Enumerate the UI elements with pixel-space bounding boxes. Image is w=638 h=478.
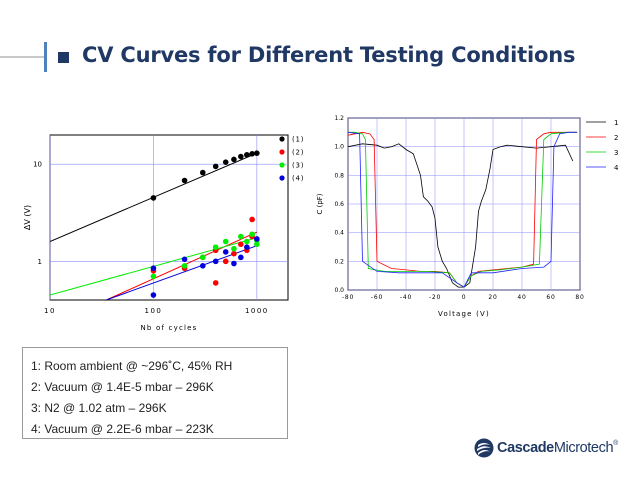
- y-tick-label: 10: [33, 161, 42, 169]
- title-bullet-icon: [58, 52, 69, 63]
- data-point: [150, 273, 157, 280]
- conditions-legend-box: 1: Room ambient @ ~296˚C, 45% RH 2: Vacu…: [22, 347, 288, 439]
- data-point: [150, 292, 157, 298]
- data-point: [238, 241, 244, 248]
- data-point: [212, 258, 219, 265]
- data-point: [199, 169, 206, 176]
- x-tick-label: 40: [517, 294, 526, 301]
- data-point: [212, 163, 219, 170]
- cv-series-1: [348, 143, 574, 288]
- data-point: [244, 238, 250, 245]
- legend-marker: [279, 175, 285, 181]
- cascade-microtech-logo: CascadeMicrotech®: [474, 438, 618, 458]
- y-tick-label: 1: [38, 258, 42, 266]
- y-tick-label: 1.0: [334, 144, 344, 151]
- data-point: [199, 262, 206, 269]
- y-tick-label: 0.6: [334, 201, 344, 208]
- condition-2-label: 2: Vacuum @ 1.4E-5 mbar – 296K: [31, 380, 214, 394]
- data-point: [244, 152, 250, 158]
- legend-marker: [279, 149, 285, 155]
- plot-frame: [49, 134, 289, 301]
- y-tick-label: 0.8: [334, 172, 344, 179]
- legend-label: 1: [614, 119, 618, 127]
- data-point: [249, 216, 255, 223]
- legend-marker: [279, 162, 285, 168]
- data-point: [249, 151, 255, 157]
- x-tick-label: 0: [462, 294, 467, 301]
- data-point: [150, 195, 157, 201]
- logo-bold-part: Cascade: [497, 440, 554, 456]
- data-point: [222, 258, 229, 265]
- data-point: [254, 150, 260, 156]
- logo-wordmark: CascadeMicrotech®: [497, 440, 618, 456]
- title-accent-bar: [44, 42, 47, 72]
- x-tick-label: 80: [575, 294, 584, 301]
- x-tick-label: -40: [400, 294, 412, 301]
- data-point: [231, 245, 237, 252]
- data-point: [231, 260, 237, 267]
- data-point: [238, 233, 244, 240]
- slide-title: CV Curves for Different Testing Conditio…: [82, 43, 576, 67]
- logo-registered-mark: ®: [613, 440, 618, 447]
- data-point: [222, 159, 229, 165]
- y-tick-label: 0.4: [334, 230, 344, 237]
- y-tick-label: 1.2: [334, 115, 344, 122]
- delta-v-vs-cycles-chart: 10 100 1000 1 10 (1) (2) (3) (4) Nb of cycles ΔV (…: [23, 134, 304, 332]
- title-rule: [0, 56, 44, 58]
- y-axis-label: ΔV (V): [23, 205, 32, 230]
- y-tick-label: 0.0: [334, 287, 344, 294]
- logo-regular-part: Microtech: [553, 440, 614, 456]
- x-tick-label: 60: [546, 294, 555, 301]
- cascade-swirl-icon: [474, 438, 494, 458]
- data-point: [181, 256, 188, 263]
- legend-label: 3: [614, 149, 618, 157]
- x-tick-label: -20: [429, 294, 441, 301]
- legend-label: (4): [292, 175, 304, 183]
- y-axis-label: C (pF): [316, 193, 324, 214]
- legend-label: (2): [292, 149, 304, 157]
- data-point: [150, 265, 157, 272]
- x-tick-label: 10: [44, 307, 56, 315]
- x-tick-label: -80: [342, 294, 354, 301]
- plot-content: [348, 131, 578, 288]
- x-tick-label: 20: [488, 294, 497, 301]
- x-tick-label: -60: [371, 294, 383, 301]
- legend-label: 4: [614, 164, 619, 172]
- data-point: [254, 241, 260, 248]
- x-axis-label: Nb of cycles: [140, 324, 197, 332]
- x-axis-label: Voltage (V): [438, 310, 490, 318]
- data-point: [231, 156, 237, 163]
- cv-curves-chart: -80 -60 -40 -20 0 20 40 60 80 0.0 0.2 0.4 0.6 0.8 1.0 1…: [316, 115, 619, 318]
- legend-label: 2: [614, 134, 618, 142]
- data-point: [222, 238, 229, 245]
- y-tick-label: 0.2: [334, 258, 344, 265]
- data-point: [222, 249, 229, 255]
- condition-3-label: 3: N2 @ 1.02 atm – 296K: [31, 401, 167, 415]
- condition-1-label: 1: Room ambient @ ~296˚C, 45% RH: [31, 359, 233, 373]
- data-point: [181, 262, 188, 269]
- data-point: [199, 254, 206, 261]
- condition-4-label: 4: Vacuum @ 2.2E-6 mbar – 223K: [31, 422, 214, 436]
- data-point: [181, 177, 188, 184]
- x-tick-label: 1000: [245, 307, 269, 315]
- plot-content: [50, 150, 260, 300]
- data-point: [254, 236, 260, 242]
- legend-marker: [279, 136, 285, 142]
- data-point: [244, 244, 250, 250]
- data-point: [212, 280, 219, 286]
- cv-series-4: [348, 131, 578, 288]
- data-point: [249, 231, 255, 238]
- data-point: [238, 254, 244, 261]
- data-point: [231, 250, 237, 257]
- legend-label: (1): [292, 136, 304, 144]
- legend-label: (3): [292, 162, 304, 170]
- x-tick-label: 100: [144, 307, 162, 315]
- fit-line-2: [106, 231, 258, 300]
- data-point: [238, 153, 244, 160]
- data-point: [212, 244, 219, 250]
